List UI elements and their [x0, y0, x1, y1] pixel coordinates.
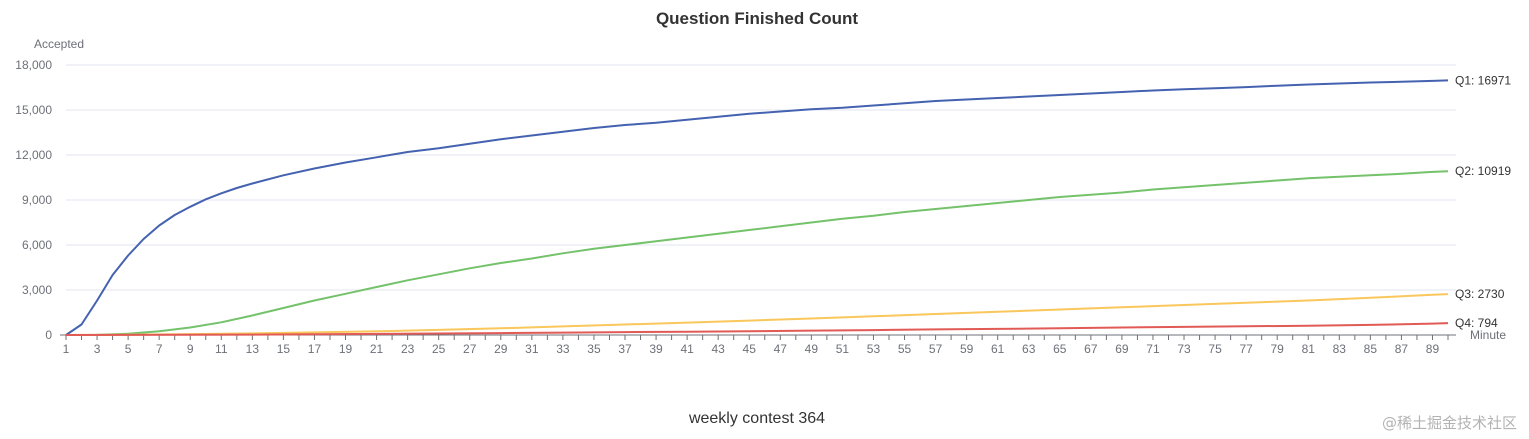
x-tick-label: 15 [277, 342, 291, 356]
chart-caption: weekly contest 364 [688, 410, 825, 427]
x-tick-label: 49 [805, 342, 819, 356]
x-tick-label: 5 [125, 342, 132, 356]
x-tick-label: 63 [1022, 342, 1036, 356]
y-tick-label: 9,000 [22, 193, 52, 207]
x-tick-label: 59 [960, 342, 974, 356]
x-tick-label: 21 [370, 342, 384, 356]
y-tick-label: 15,000 [15, 103, 52, 117]
series-line-q3 [65, 293, 1449, 336]
x-tick-label: 51 [836, 342, 850, 356]
end-label-q4: Q4: 794 [1455, 316, 1498, 330]
gridlines [66, 64, 1456, 291]
y-tick-label: 3,000 [22, 283, 52, 297]
end-labels: Q1: 16971 Q2: 10919 Q3: 2730 Q4: 794 [1455, 73, 1511, 330]
x-tick-label: 69 [1115, 342, 1129, 356]
x-tick-label: 55 [898, 342, 912, 356]
x-tick-label: 31 [525, 342, 539, 356]
x-tick-label: 75 [1208, 342, 1222, 356]
x-tick-label: 23 [401, 342, 415, 356]
chart-title: Question Finished Count [656, 9, 858, 28]
x-tick-label: 67 [1084, 342, 1098, 356]
x-tick-label: 9 [187, 342, 194, 356]
x-tick-label: 81 [1302, 342, 1316, 356]
x-tick-label: 35 [587, 342, 601, 356]
end-label-q2: Q2: 10919 [1455, 164, 1511, 178]
x-tick-label: 83 [1333, 342, 1347, 356]
x-tick-label: 37 [618, 342, 632, 356]
x-tick-label: 77 [1239, 342, 1253, 356]
y-axis-name: Accepted [34, 37, 84, 51]
x-tick-label: 45 [743, 342, 757, 356]
x-axis-name: Minute [1470, 328, 1506, 342]
x-tick-label: 27 [463, 342, 477, 356]
watermark: @稀土掘金技术社区 [1382, 414, 1517, 432]
x-tick-label: 79 [1271, 342, 1285, 356]
x-tick-label: 25 [432, 342, 446, 356]
x-tick-label: 61 [991, 342, 1005, 356]
x-tick-label: 29 [494, 342, 508, 356]
x-tick-label: 87 [1395, 342, 1409, 356]
x-tick-label: 3 [94, 342, 101, 356]
y-axis: 0 3,000 6,000 9,000 12,000 15,000 18,000 [15, 58, 52, 342]
x-tick-label: 19 [339, 342, 353, 356]
x-axis: 1 3 5 7 9 11 13 15 17 19 21 23 25 27 29 31 33 35 37 39 41 43 4… [60, 334, 1456, 356]
end-label-q1: Q1: 16971 [1455, 73, 1511, 87]
y-tick-label: 18,000 [15, 58, 52, 72]
x-tick-label: 73 [1177, 342, 1191, 356]
x-tick-label: 13 [246, 342, 260, 356]
end-label-q3: Q3: 2730 [1455, 287, 1505, 301]
x-tick-label: 43 [712, 342, 726, 356]
x-tick-label: 57 [929, 342, 943, 356]
x-tick-label: 71 [1146, 342, 1160, 356]
series-lines [65, 79, 1449, 336]
x-tick-label: 85 [1364, 342, 1378, 356]
x-tick-label: 65 [1053, 342, 1067, 356]
y-tick-label: 12,000 [15, 148, 52, 162]
x-tick-label: 1 [63, 342, 70, 356]
x-tick-label: 89 [1426, 342, 1440, 356]
x-tick-label: 33 [556, 342, 570, 356]
x-tick-label: 47 [774, 342, 788, 356]
x-tick-label: 39 [649, 342, 663, 356]
y-tick-label: 6,000 [22, 238, 52, 252]
series-line-q1 [65, 79, 1449, 336]
x-tick-label: 53 [867, 342, 881, 356]
x-tick-label: 41 [680, 342, 694, 356]
x-tick-label: 17 [308, 342, 322, 356]
series-line-q2 [65, 170, 1449, 336]
y-tick-label: 0 [45, 328, 52, 342]
x-tick-label: 11 [215, 342, 228, 356]
series-line-q4 [65, 322, 1449, 336]
x-tick-label: 7 [156, 342, 163, 356]
